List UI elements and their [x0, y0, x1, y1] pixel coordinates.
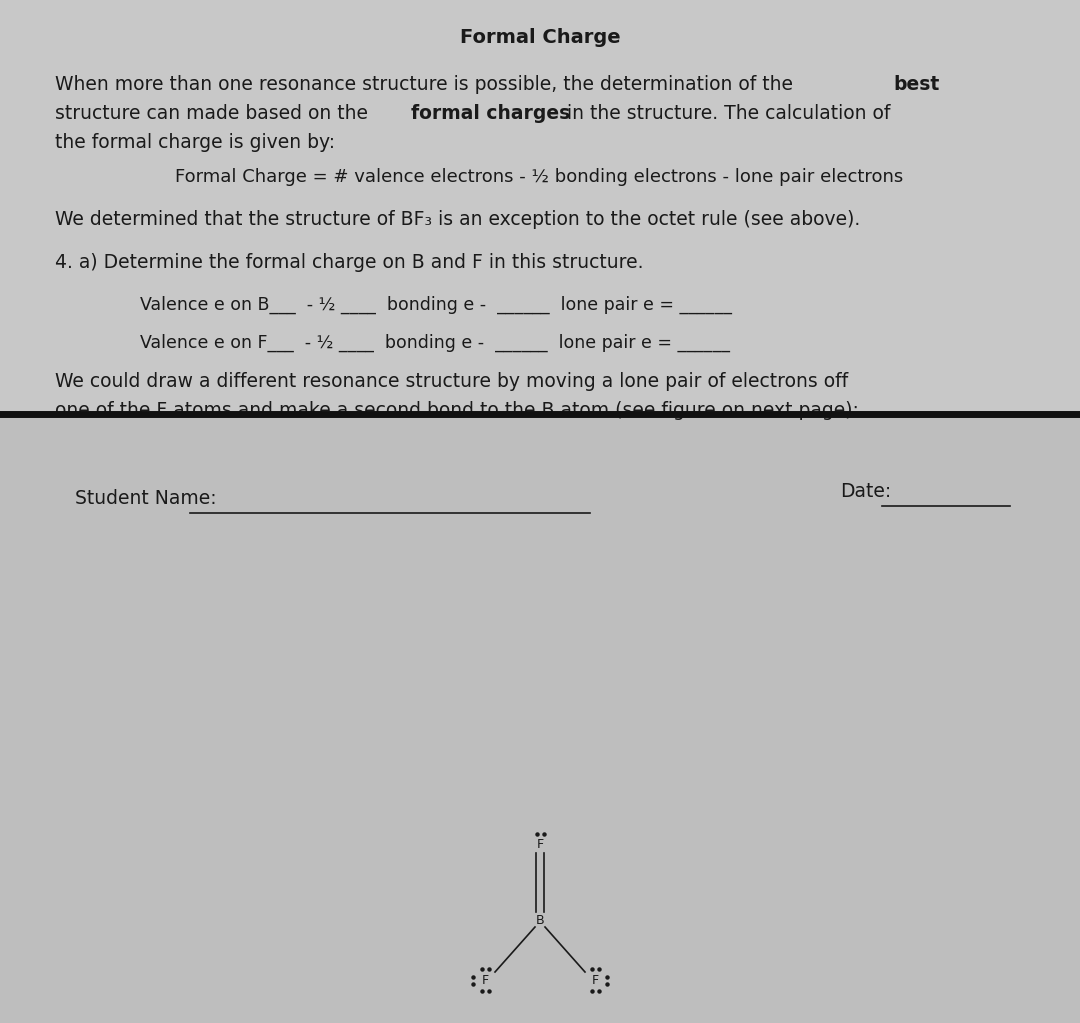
Text: B: B: [536, 914, 544, 927]
Text: Valence e on F___  - ½ ____  bonding e -  ______  lone pair e = ______: Valence e on F___ - ½ ____ bonding e - _…: [140, 333, 730, 352]
Text: in the structure. The calculation of: in the structure. The calculation of: [561, 104, 890, 123]
Text: We determined that the structure of BF₃ is an exception to the octet rule (see a: We determined that the structure of BF₃ …: [55, 210, 861, 229]
Text: one of the F atoms and make a second bond to the B atom (see figure on next page: one of the F atoms and make a second bon…: [55, 401, 859, 420]
Bar: [0, 414, 1080, 1023]
Text: the formal charge is given by:: the formal charge is given by:: [55, 133, 335, 152]
Text: F: F: [592, 974, 598, 986]
Text: When more than one resonance structure is possible, the determination of the: When more than one resonance structure i…: [55, 75, 799, 94]
Text: Student Name:: Student Name:: [75, 489, 217, 508]
Text: structure can made based on the: structure can made based on the: [55, 104, 374, 123]
Bar: [0, 0, 1080, 414]
Text: Date:: Date:: [840, 482, 891, 501]
Text: 4. a) Determine the formal charge on B and F in this structure.: 4. a) Determine the formal charge on B a…: [55, 253, 644, 272]
Text: Valence e on B___  - ½ ____  bonding e -  ______  lone pair e = ______: Valence e on B___ - ½ ____ bonding e - _…: [140, 296, 732, 314]
Text: F: F: [537, 839, 543, 851]
Text: We could draw a different resonance structure by moving a lone pair of electrons: We could draw a different resonance stru…: [55, 372, 848, 391]
Text: F: F: [482, 974, 488, 986]
Text: best: best: [893, 75, 940, 94]
Text: Formal Charge = # valence electrons - ½ bonding electrons - lone pair electrons: Formal Charge = # valence electrons - ½ …: [175, 168, 903, 186]
Text: Formal Charge: Formal Charge: [460, 28, 620, 47]
Text: formal charges: formal charges: [411, 104, 570, 123]
